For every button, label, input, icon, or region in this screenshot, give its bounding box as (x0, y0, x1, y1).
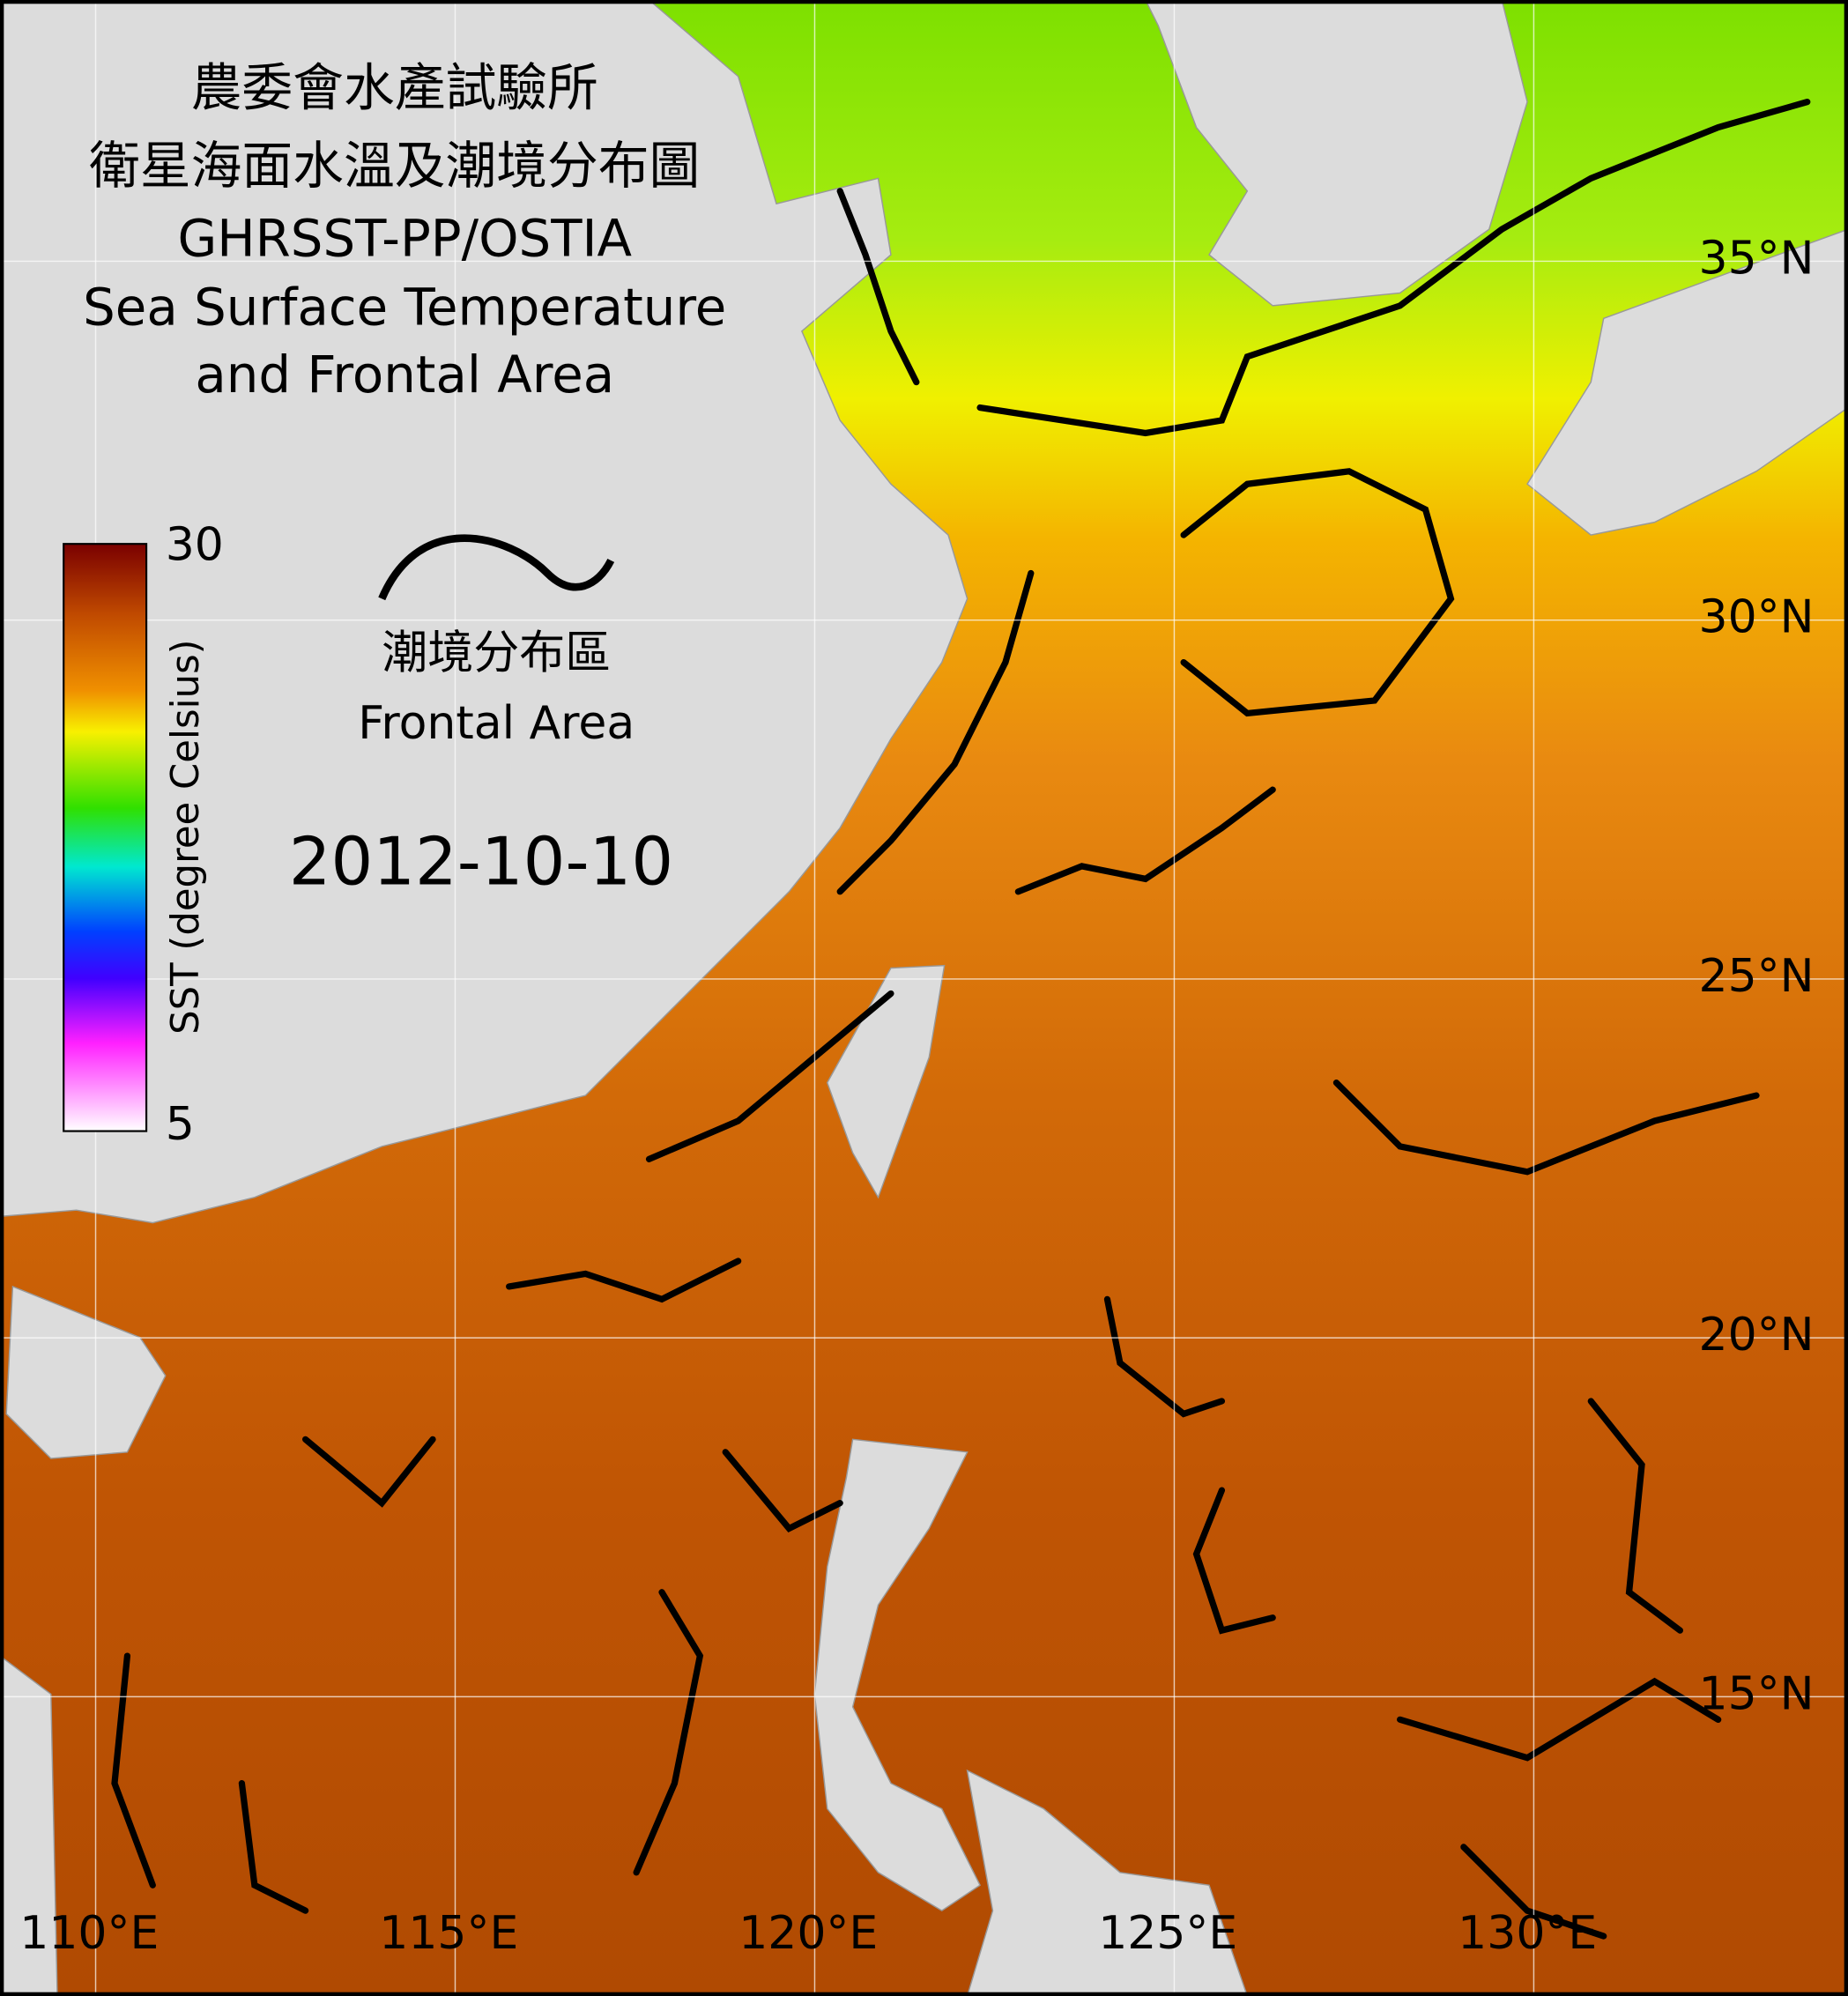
lon-label: 120°E (738, 1907, 878, 1960)
date: 2012-10-10 (289, 822, 673, 900)
colorbar-tick-label: 5 (166, 1098, 195, 1151)
lon-label: 110°E (19, 1907, 159, 1960)
title-line: 農委會水產試驗所 (191, 58, 598, 118)
title-line: GHRSST-PP/OSTIA (177, 208, 632, 268)
title-line: 衛星海面水溫及潮境分布圖 (89, 136, 700, 196)
lat-label: 15°N (1699, 1667, 1815, 1720)
lat-label: 20°N (1699, 1309, 1815, 1362)
lon-label: 115°E (379, 1907, 518, 1960)
title-line: Sea Surface Temperature (83, 277, 726, 337)
lat-label: 25°N (1699, 950, 1815, 1003)
lat-label: 35°N (1699, 232, 1815, 285)
lat-label: 30°N (1699, 591, 1815, 644)
legend-symbol (378, 534, 615, 601)
colorbar (63, 543, 148, 1132)
title-line: and Frontal Area (195, 345, 614, 404)
lon-label: 125°E (1098, 1907, 1237, 1960)
lon-label: 130°E (1458, 1907, 1597, 1960)
legend-label: Frontal Area (358, 697, 635, 750)
colorbar-tick-label: 30 (166, 519, 224, 572)
title: 農委會水產試驗所 衛星海面水溫及潮境分布圖 GHRSST-PP/OSTIA Se… (83, 58, 726, 404)
legend-label: 潮境分布區 (382, 627, 611, 679)
colorbar-label: SST (degree Celsius) (164, 639, 208, 1034)
frontal-lines (111, 99, 1811, 1940)
